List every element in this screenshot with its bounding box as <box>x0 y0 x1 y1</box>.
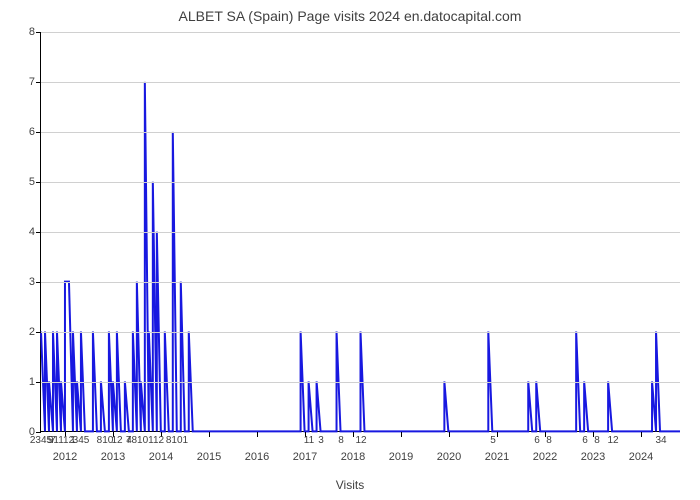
x-tick-month: 8101 <box>166 435 188 446</box>
x-tick-mark <box>401 432 402 437</box>
y-tick-label: 8 <box>29 26 41 38</box>
x-tick-month: 8 <box>594 435 600 446</box>
x-tick-month: 345 <box>73 435 90 446</box>
x-axis-label: Visits <box>336 478 364 492</box>
x-tick-year: 2015 <box>197 451 221 463</box>
x-tick-year: 2019 <box>389 451 413 463</box>
x-tick-month: 12 <box>111 435 122 446</box>
y-tick-label: 5 <box>29 176 41 188</box>
x-tick-month: 7810112 <box>126 435 164 446</box>
grid-line <box>41 282 680 283</box>
grid-line <box>41 382 680 383</box>
x-tick-year: 2024 <box>629 451 653 463</box>
y-tick-label: 4 <box>29 226 41 238</box>
x-tick-month: 8 <box>546 435 552 446</box>
x-tick-year: 2018 <box>341 451 365 463</box>
x-tick-month: 8 <box>338 435 344 446</box>
x-tick-month: 34 <box>655 435 666 446</box>
y-tick-label: 1 <box>29 376 41 388</box>
grid-line <box>41 132 680 133</box>
grid-line <box>41 232 680 233</box>
x-tick-mark <box>257 432 258 437</box>
x-tick-mark <box>497 432 498 437</box>
x-tick-mark <box>641 432 642 437</box>
plot-area: 0123456782012201320142015201620172018201… <box>40 32 680 432</box>
grid-line <box>41 182 680 183</box>
x-tick-year: 2020 <box>437 451 461 463</box>
y-tick-label: 3 <box>29 276 41 288</box>
x-tick-month: 5 <box>490 435 496 446</box>
y-tick-label: 7 <box>29 76 41 88</box>
x-tick-year: 2023 <box>581 451 605 463</box>
grid-line <box>41 32 680 33</box>
x-tick-mark <box>209 432 210 437</box>
chart-title: ALBET SA (Spain) Page visits 2024 en.dat… <box>0 8 700 24</box>
x-tick-year: 2022 <box>533 451 557 463</box>
x-tick-month: 11 <box>304 435 314 446</box>
x-tick-year: 2013 <box>101 451 125 463</box>
x-tick-year: 2014 <box>149 451 173 463</box>
x-tick-mark <box>449 432 450 437</box>
grid-line <box>41 332 680 333</box>
x-tick-month: 3 <box>318 435 324 446</box>
grid-line <box>41 82 680 83</box>
chart-container: ALBET SA (Spain) Page visits 2024 en.dat… <box>0 0 700 500</box>
x-tick-month: 12 <box>607 435 618 446</box>
x-tick-mark <box>353 432 354 437</box>
x-tick-year: 2012 <box>53 451 77 463</box>
x-tick-year: 2016 <box>245 451 269 463</box>
y-tick-label: 2 <box>29 326 41 338</box>
y-tick-label: 6 <box>29 126 41 138</box>
x-tick-year: 2017 <box>293 451 317 463</box>
visits-line <box>41 82 680 431</box>
x-tick-year: 2021 <box>485 451 509 463</box>
x-tick-month: 6 <box>534 435 540 446</box>
x-tick-month: 12 <box>355 435 366 446</box>
x-tick-month: 6 <box>582 435 588 446</box>
